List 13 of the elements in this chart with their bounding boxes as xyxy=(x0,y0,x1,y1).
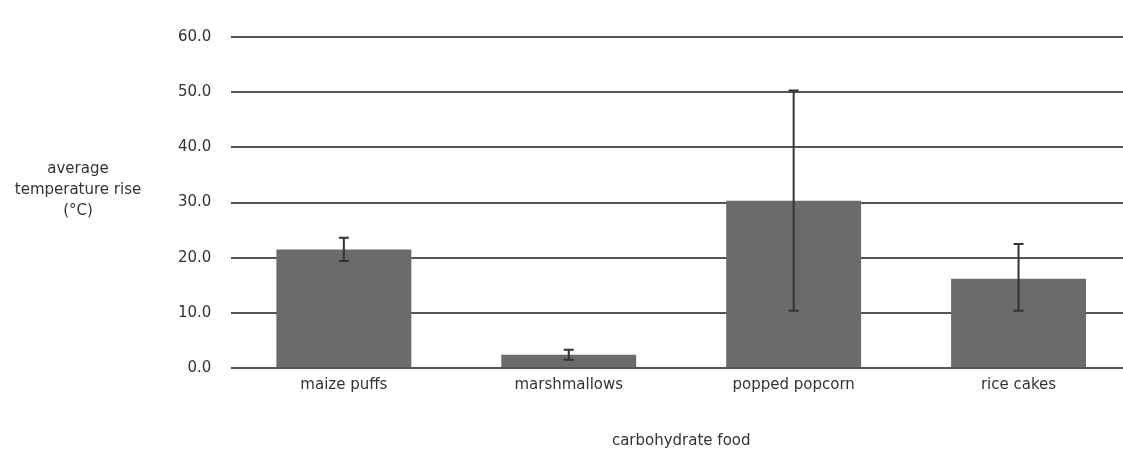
x-tick-label: marshmallows xyxy=(514,374,624,393)
y-tick-label: 30.0 xyxy=(177,192,212,211)
y-tick-label: 20.0 xyxy=(177,247,212,266)
y-tick-label: 60.0 xyxy=(177,26,212,45)
x-tick-label: rice cakes xyxy=(980,374,1057,393)
y-tick-label: 0.0 xyxy=(187,357,212,376)
y-axis-title: average temperature rise (°C) xyxy=(13,158,143,221)
x-tick-label: maize puffs xyxy=(300,374,388,393)
y-tick-label: 40.0 xyxy=(177,137,212,156)
y-tick-label: 10.0 xyxy=(177,302,212,321)
y-tick-label: 50.0 xyxy=(177,82,212,101)
x-tick-label: popped popcorn xyxy=(732,374,855,393)
x-axis-title: carbohydrate food xyxy=(611,430,751,449)
